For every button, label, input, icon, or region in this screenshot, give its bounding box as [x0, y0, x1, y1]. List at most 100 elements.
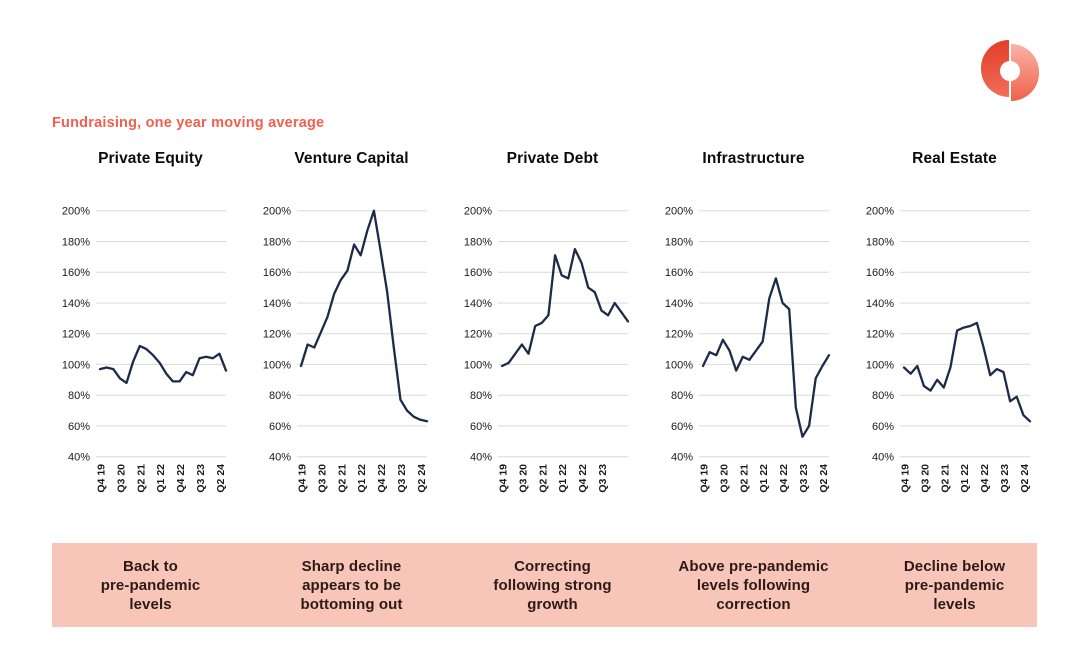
svg-text:Q1 22: Q1 22	[155, 464, 167, 493]
svg-text:60%: 60%	[68, 421, 90, 433]
line-chart-infrastructure: 200% 180% 160% 140% 120% 100% 80% 60% 40% Q4 19 Q3…	[665, 206, 831, 493]
svg-text:Q3 23: Q3 23	[999, 464, 1011, 493]
chart-title-private-debt: Private Debt	[506, 150, 599, 167]
svg-text:Q3 20: Q3 20	[115, 464, 127, 493]
svg-text:Q2 24: Q2 24	[818, 464, 830, 493]
svg-text:100%: 100%	[464, 359, 492, 371]
series-line	[98, 344, 228, 385]
svg-text:Q3 23: Q3 23	[195, 464, 207, 493]
chart-column-infrastructure: Infrastructure 200% 180% 160% 140% 120% 100% 8…	[653, 150, 854, 510]
svg-text:160%: 160%	[866, 267, 894, 279]
series-line	[701, 277, 831, 438]
line-chart-private-debt: 200% 180% 160% 140% 120% 100% 80% 60% 40% Q4 19 Q3…	[464, 206, 630, 493]
captions-row: Back to pre-pandemic levels Sharp declin…	[50, 543, 1055, 627]
brand-logo	[981, 40, 1039, 102]
svg-text:Q2 21: Q2 21	[537, 464, 549, 493]
svg-text:100%: 100%	[263, 359, 291, 371]
chart-title-real-estate: Real Estate	[912, 150, 997, 167]
x-axis-labels: Q4 19 Q3 20 Q2 21 Q1 22 Q4 22 Q3 23	[498, 464, 610, 493]
svg-text:Q4 19: Q4 19	[297, 464, 309, 493]
svg-text:100%: 100%	[62, 359, 90, 371]
caption-real-estate: Decline below pre-pandemic levels	[903, 557, 1006, 613]
svg-text:80%: 80%	[671, 390, 693, 402]
svg-text:140%: 140%	[464, 298, 492, 310]
gridlines	[96, 210, 226, 458]
svg-text:200%: 200%	[665, 206, 693, 218]
svg-text:80%: 80%	[872, 390, 894, 402]
line-chart-private-equity: 200% 180% 160% 140% 120% 100% 80% 60% 40% Q4 19 Q3…	[62, 206, 228, 493]
svg-text:Q4 19: Q4 19	[900, 464, 912, 493]
chart-title-infrastructure: Infrastructure	[702, 150, 805, 167]
line-chart-venture-capital: 200% 180% 160% 140% 120% 100% 80% 60% 40% Q4 19 Q3…	[263, 206, 429, 493]
svg-text:140%: 140%	[263, 298, 291, 310]
svg-text:120%: 120%	[263, 329, 291, 341]
y-axis-labels: 200% 180% 160% 140% 120% 100% 80% 60% 40%	[62, 206, 90, 464]
svg-text:Q2 24: Q2 24	[416, 464, 428, 493]
svg-text:Q3 23: Q3 23	[798, 464, 810, 493]
summary-banner	[52, 543, 1037, 627]
svg-text:Q4 19: Q4 19	[498, 464, 510, 493]
svg-text:Q1 22: Q1 22	[356, 464, 368, 493]
svg-text:Q1 22: Q1 22	[557, 464, 569, 493]
svg-text:Q4 22: Q4 22	[175, 464, 187, 493]
line-chart-real-estate: 200% 180% 160% 140% 120% 100% 80% 60% 40% Q4 19 Q3…	[866, 206, 1032, 493]
svg-text:Q2 24: Q2 24	[215, 464, 227, 493]
svg-text:Q3 23: Q3 23	[597, 464, 609, 493]
logo-center-hole	[1000, 61, 1020, 81]
svg-text:120%: 120%	[62, 329, 90, 341]
svg-text:Q4 19: Q4 19	[96, 464, 108, 493]
svg-text:140%: 140%	[866, 298, 894, 310]
svg-text:Q4 22: Q4 22	[979, 464, 991, 493]
svg-text:180%: 180%	[665, 236, 693, 248]
svg-text:Q4 22: Q4 22	[577, 464, 589, 493]
svg-text:200%: 200%	[866, 206, 894, 218]
chart-title-private-equity: Private Equity	[98, 150, 203, 167]
svg-text:Q4 22: Q4 22	[376, 464, 388, 493]
svg-text:Q1 22: Q1 22	[758, 464, 770, 493]
svg-text:120%: 120%	[665, 329, 693, 341]
svg-text:120%: 120%	[464, 329, 492, 341]
svg-text:60%: 60%	[671, 421, 693, 433]
svg-text:140%: 140%	[665, 298, 693, 310]
series-line	[500, 247, 630, 368]
svg-text:160%: 160%	[665, 267, 693, 279]
y-axis-labels: 200% 180% 160% 140% 120% 100% 80% 60% 40%	[464, 206, 492, 464]
svg-text:100%: 100%	[866, 359, 894, 371]
svg-text:40%: 40%	[671, 452, 693, 464]
svg-text:200%: 200%	[464, 206, 492, 218]
svg-text:60%: 60%	[269, 421, 291, 433]
chart-title-venture-capital: Venture Capital	[294, 150, 409, 167]
svg-text:Q3 20: Q3 20	[316, 464, 328, 493]
svg-text:160%: 160%	[62, 267, 90, 279]
svg-text:80%: 80%	[269, 390, 291, 402]
svg-text:180%: 180%	[263, 236, 291, 248]
series-line	[299, 209, 429, 423]
chart-column-venture-capital: Venture Capital 200% 180% 160% 140% 120% 100%…	[251, 150, 452, 510]
x-axis-labels: Q4 19 Q3 20 Q2 21 Q1 22 Q4 22 Q3 23 Q2 24	[900, 464, 1031, 493]
svg-text:180%: 180%	[62, 236, 90, 248]
x-axis-labels: Q4 19 Q3 20 Q2 21 Q1 22 Q4 22 Q3 23 Q2 24	[96, 464, 227, 493]
svg-text:160%: 160%	[464, 267, 492, 279]
x-axis-labels: Q4 19 Q3 20 Q2 21 Q1 22 Q4 22 Q3 23 Q2 24	[699, 464, 830, 493]
svg-text:80%: 80%	[470, 390, 492, 402]
y-axis-labels: 200% 180% 160% 140% 120% 100% 80% 60% 40%	[866, 206, 894, 464]
svg-text:40%: 40%	[269, 452, 291, 464]
svg-text:Q2 21: Q2 21	[336, 464, 348, 493]
y-axis-labels: 200% 180% 160% 140% 120% 100% 80% 60% 40%	[263, 206, 291, 464]
svg-text:Q3 23: Q3 23	[396, 464, 408, 493]
x-axis-labels: Q4 19 Q3 20 Q2 21 Q1 22 Q4 22 Q3 23 Q2 24	[297, 464, 428, 493]
svg-text:Q2 21: Q2 21	[738, 464, 750, 493]
charts-row: Private Equity 200% 180% 160% 140% 120% 100% 8…	[50, 150, 1055, 510]
svg-text:80%: 80%	[68, 390, 90, 402]
gridlines	[900, 210, 1030, 458]
gridlines	[297, 210, 427, 458]
svg-text:160%: 160%	[263, 267, 291, 279]
svg-text:40%: 40%	[68, 452, 90, 464]
svg-text:40%: 40%	[470, 452, 492, 464]
svg-text:200%: 200%	[62, 206, 90, 218]
gridlines	[699, 210, 829, 458]
y-axis-labels: 200% 180% 160% 140% 120% 100% 80% 60% 40%	[665, 206, 693, 464]
svg-text:Q2 21: Q2 21	[135, 464, 147, 493]
svg-text:Q3 20: Q3 20	[718, 464, 730, 493]
caption-private-equity: Back to pre-pandemic levels	[100, 557, 201, 613]
